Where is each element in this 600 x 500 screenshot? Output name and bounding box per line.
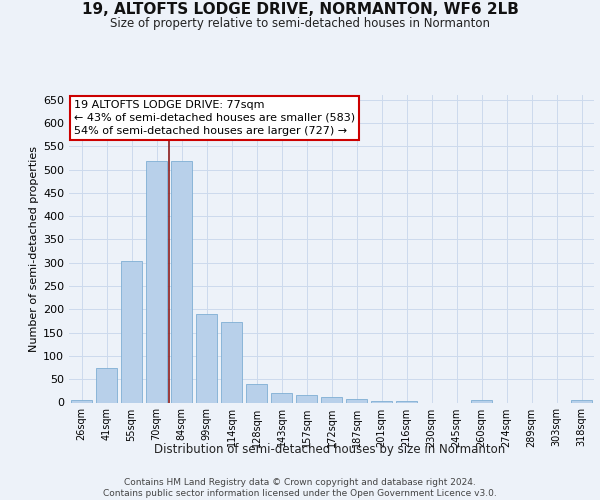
Bar [96, 368, 117, 402]
Y-axis label: Number of semi-detached properties: Number of semi-detached properties [29, 146, 39, 352]
Text: 19 ALTOFTS LODGE DRIVE: 77sqm
← 43% of semi-detached houses are smaller (583)
54: 19 ALTOFTS LODGE DRIVE: 77sqm ← 43% of s… [74, 100, 355, 136]
Bar [146, 160, 167, 402]
Bar [471, 400, 492, 402]
Bar [321, 397, 342, 402]
Bar [296, 394, 317, 402]
Bar [171, 160, 192, 402]
Bar [346, 399, 367, 402]
Bar [196, 314, 217, 402]
Bar [121, 262, 142, 402]
Bar [371, 400, 392, 402]
Bar [246, 384, 267, 402]
Text: 19, ALTOFTS LODGE DRIVE, NORMANTON, WF6 2LB: 19, ALTOFTS LODGE DRIVE, NORMANTON, WF6 … [82, 2, 518, 18]
Text: Size of property relative to semi-detached houses in Normanton: Size of property relative to semi-detach… [110, 18, 490, 30]
Bar [571, 400, 592, 402]
Bar [396, 400, 417, 402]
Text: Distribution of semi-detached houses by size in Normanton: Distribution of semi-detached houses by … [154, 442, 506, 456]
Bar [221, 322, 242, 402]
Text: Contains HM Land Registry data © Crown copyright and database right 2024.
Contai: Contains HM Land Registry data © Crown c… [103, 478, 497, 498]
Bar [71, 400, 92, 402]
Bar [271, 393, 292, 402]
